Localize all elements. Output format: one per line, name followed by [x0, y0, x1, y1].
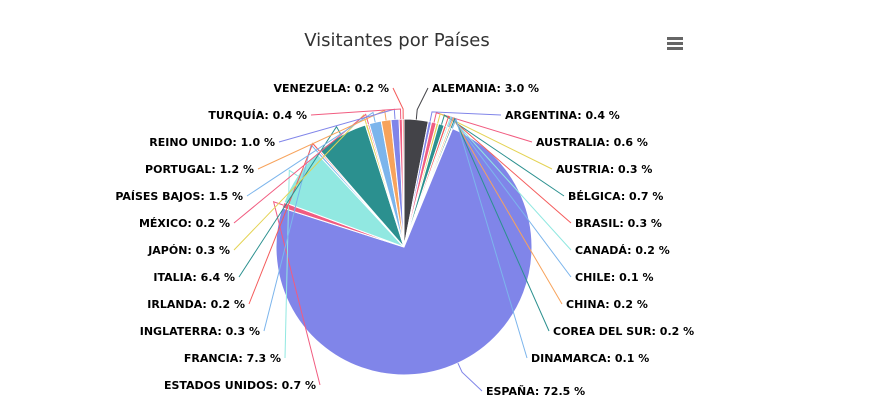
connector-line: [444, 115, 572, 224]
connector-line: [415, 87, 429, 120]
slice-label: PAÍSES BAJOS: 1.5 %: [115, 190, 243, 203]
slice-label: BRASIL: 0.3 %: [575, 217, 662, 230]
slice-label: AUSTRIA: 0.3 %: [556, 163, 652, 176]
connector-line: [238, 125, 342, 278]
connector-line: [446, 116, 572, 251]
connector-line: [450, 117, 550, 332]
slice-label: DINAMARCA: 0.1 %: [531, 352, 649, 365]
connector-line: [310, 108, 402, 120]
slice-label: CHINA: 0.2 %: [566, 298, 648, 311]
slice-label: ALEMANIA: 3.0 %: [432, 82, 539, 95]
connector-line: [392, 87, 404, 120]
connector-line: [433, 112, 533, 143]
connector-line: [441, 114, 565, 197]
connector-line: [233, 113, 369, 224]
slice-label: IRLANDA: 0.2 %: [147, 298, 245, 311]
slice-label: CHILE: 0.1 %: [575, 271, 653, 284]
slice-label: ARGENTINA: 0.4 %: [505, 109, 620, 122]
slice-label: CANADÁ: 0.2 %: [575, 244, 670, 257]
slice-label: ESTADOS UNIDOS: 0.7 %: [164, 379, 316, 392]
slice-label: VENEZUELA: 0.2 %: [274, 82, 389, 95]
slice-label: FRANCIA: 7.3 %: [184, 352, 281, 365]
slice-label: INGLATERRA: 0.3 %: [140, 325, 260, 338]
connector-line: [451, 117, 528, 359]
slice-label: PORTUGAL: 1.2 %: [145, 163, 254, 176]
slice-label: BÉLGICA: 0.7 %: [568, 190, 663, 203]
slice-label: MÉXICO: 0.2 %: [139, 217, 230, 230]
chart-title: Visitantes por Países: [304, 30, 490, 51]
connector-line: [448, 116, 572, 278]
menu-bar-line: [667, 47, 683, 50]
connector-line: [457, 362, 483, 392]
slice-label: AUSTRALIA: 0.6 %: [536, 136, 648, 149]
pie-slice[interactable]: [401, 118, 405, 248]
hamburger-menu-icon[interactable]: [662, 32, 688, 54]
connector-line: [246, 111, 376, 197]
connector-line: [449, 116, 563, 305]
connector-line: [437, 113, 553, 170]
connectors-layer: [233, 87, 572, 392]
connector-line: [284, 169, 298, 359]
slice-label: COREA DEL SUR: 0.2 %: [553, 325, 694, 338]
slice-label: TURQUÍA: 0.4 %: [208, 109, 307, 122]
slice-label: JAPÓN: 0.3 %: [147, 244, 230, 257]
connector-line: [233, 114, 367, 251]
labels-layer: ALEMANIA: 3.0 % ARGENTINA: 0.4 % AUSTRALIA…: [115, 82, 694, 398]
connector-line: [272, 201, 321, 386]
slice-label: ITALIA: 6.4 %: [153, 271, 235, 284]
pie-slice[interactable]: [275, 127, 533, 376]
menu-bar-line: [667, 42, 683, 45]
slices-layer: [275, 118, 533, 376]
slice-label: REINO UNIDO: 1.0 %: [149, 136, 275, 149]
slice-label: ESPAÑA: 72.5 %: [486, 385, 585, 398]
menu-bar-line: [667, 37, 683, 40]
connector-line: [429, 111, 502, 122]
